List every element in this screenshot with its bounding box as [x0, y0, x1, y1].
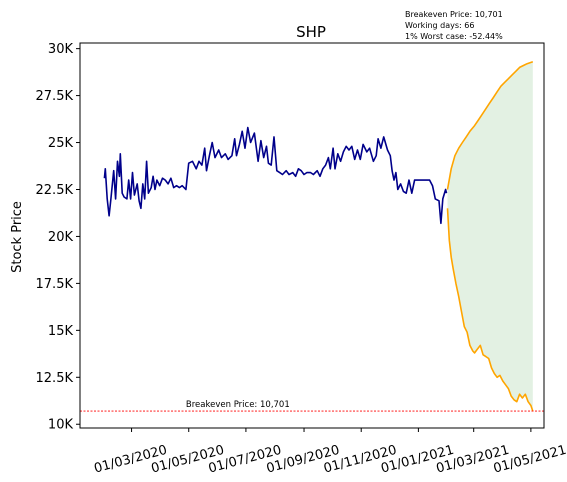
projection-upper-line	[446, 61, 534, 190]
series-layer	[103, 61, 534, 412]
y-tick-label: 17.5K	[36, 277, 74, 292]
y-tick-label: 30K	[48, 42, 74, 57]
x-axis: 01/03/202001/05/202001/07/202001/09/2020…	[93, 428, 567, 477]
breakeven-layer: Breakeven Price: 10,701	[80, 400, 544, 412]
y-tick-label: 20K	[48, 230, 74, 245]
projection-lower-line	[446, 208, 534, 412]
breakeven-annotation: Breakeven Price: 10,701	[405, 10, 503, 19]
worst-case-annotation: 1% Worst case: -52.44%	[405, 32, 503, 41]
projection-band-layer	[447, 61, 533, 412]
chart-title: SHP	[296, 23, 326, 41]
y-axis: 10K 12.5K 15K 17.5K 20K 22.5K 25K 27.5K 30K	[36, 42, 80, 433]
y-tick-label: 15K	[48, 324, 74, 339]
working-days-annotation: Working days: 66	[405, 21, 475, 30]
y-tick-label: 10K	[48, 418, 74, 433]
y-tick-label: 22.5K	[36, 183, 74, 198]
plot-area-frame	[79, 42, 545, 429]
y-axis-label: Stock Price	[10, 201, 25, 273]
projection-band	[447, 61, 533, 412]
y-tick-label: 12.5K	[36, 371, 74, 386]
history-line	[103, 126, 448, 225]
breakeven-label: Breakeven Price: 10,701	[186, 400, 290, 410]
y-tick-label: 27.5K	[36, 89, 74, 104]
y-tick-label: 25K	[48, 136, 74, 151]
